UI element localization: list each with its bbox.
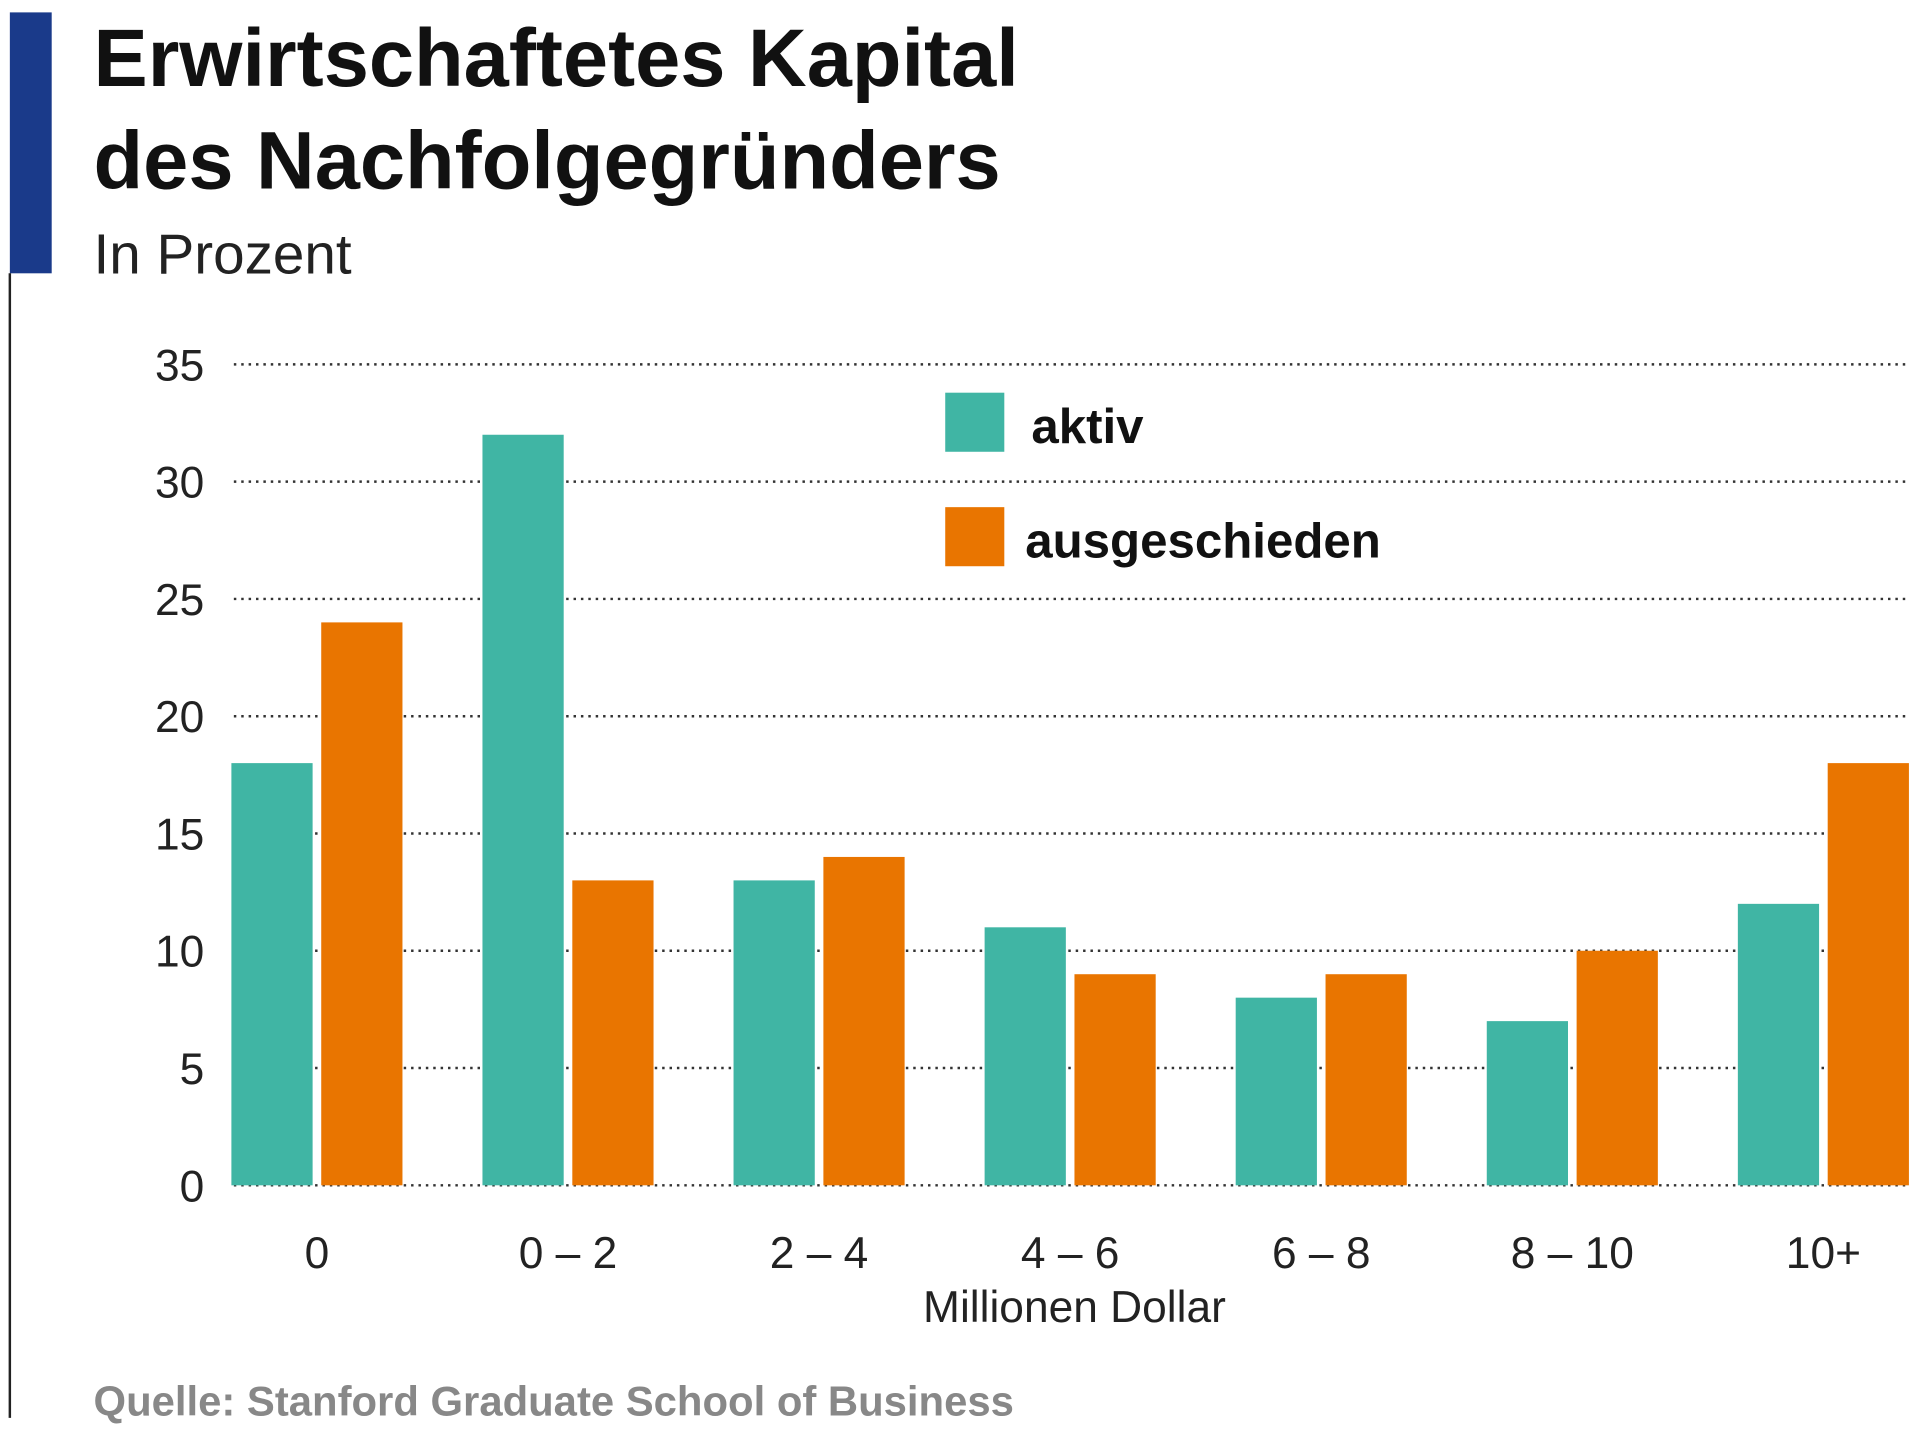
accent-bar: [9, 12, 52, 274]
bar-ausgeschieden-3: [1074, 974, 1156, 1186]
x-axis: 0 0 – 2 2 – 4 4 – 6 6 – 8 8 – 10 10+: [305, 1229, 1861, 1278]
chart-subtitle: In Prozent: [94, 222, 352, 285]
bar-aktiv-0: [231, 763, 313, 1186]
y-tick-label: 5: [180, 1045, 205, 1094]
bar-ausgeschieden-6: [1827, 763, 1909, 1186]
chart-title-line-1: Erwirtschaftetes Kapital: [94, 13, 1019, 104]
bar-aktiv-5: [1486, 1021, 1568, 1186]
bar-aktiv-2: [733, 880, 815, 1186]
bar-ausgeschieden-0: [321, 622, 403, 1186]
bar-aktiv-4: [1235, 997, 1317, 1186]
bar-ausgeschieden-1: [572, 880, 654, 1186]
legend-label-aktiv: aktiv: [1031, 399, 1144, 454]
legend-label-ausgeschieden: ausgeschieden: [1025, 514, 1381, 569]
y-tick-label: 0: [180, 1162, 205, 1211]
legend-swatch-ausgeschieden: [945, 507, 1005, 567]
x-axis-label: Millionen Dollar: [923, 1283, 1226, 1332]
bars: [231, 434, 1909, 1186]
x-tick-label: 0 – 2: [519, 1229, 618, 1278]
bar-aktiv-1: [482, 434, 564, 1186]
source-note: Quelle: Stanford Graduate School of Busi…: [94, 1377, 1014, 1424]
bar-aktiv-6: [1737, 903, 1820, 1186]
y-tick-label: 35: [155, 341, 204, 390]
x-tick-label: 8 – 10: [1511, 1229, 1634, 1278]
legend-swatch-aktiv: [945, 392, 1005, 452]
y-tick-label: 15: [155, 810, 204, 859]
bar-ausgeschieden-2: [823, 856, 905, 1186]
x-tick-label: 0: [305, 1229, 330, 1278]
x-tick-label: 4 – 6: [1021, 1229, 1120, 1278]
y-tick-label: 10: [155, 928, 204, 977]
chart-title-line-2: des Nachfolgegründers: [94, 115, 1001, 206]
y-tick-label: 30: [155, 459, 204, 508]
bar-aktiv-3: [984, 927, 1066, 1186]
y-tick-label: 25: [155, 576, 204, 625]
y-axis: 0 5 10 15 20 25 30 35: [155, 341, 204, 1211]
legend: aktiv ausgeschieden: [945, 392, 1381, 569]
x-tick-label: 6 – 8: [1272, 1229, 1371, 1278]
x-tick-label: 2 – 4: [770, 1229, 869, 1278]
bar-ausgeschieden-5: [1576, 950, 1658, 1186]
x-tick-label: 10+: [1786, 1229, 1861, 1278]
y-tick-label: 20: [155, 693, 204, 742]
bar-ausgeschieden-4: [1325, 974, 1407, 1186]
